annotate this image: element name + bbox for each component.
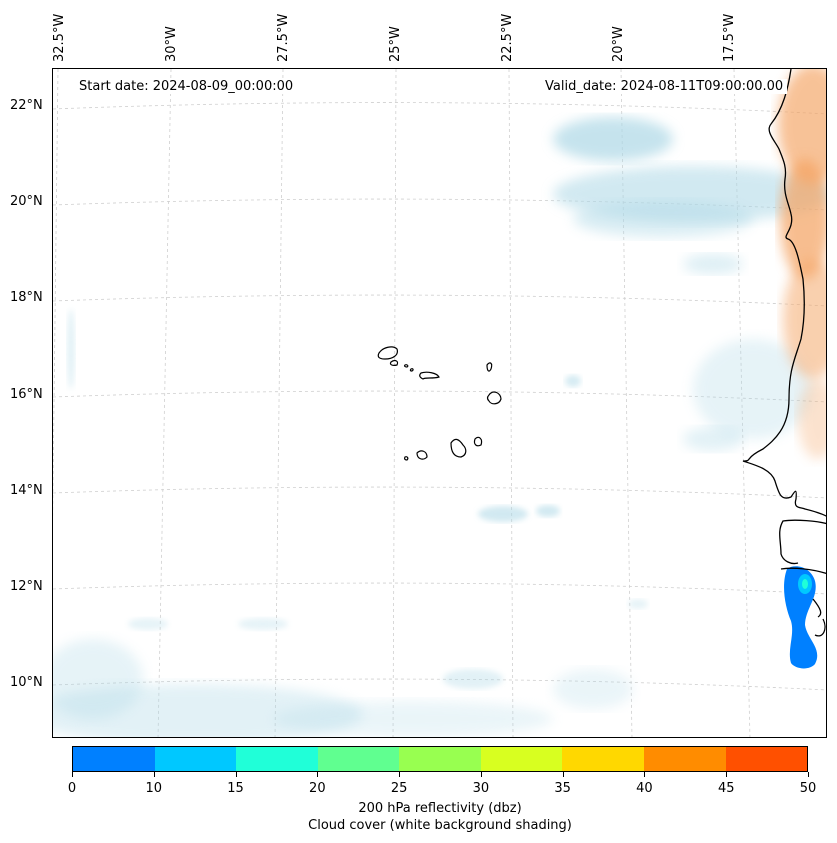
colorbar-tick-label: 10 (145, 781, 163, 796)
start-date-annotation: Start date: 2024-08-09_00:00:00 (75, 79, 298, 94)
cloud-cover-shading (53, 117, 826, 737)
colorbar-segment-6 (562, 747, 644, 771)
colorbar-segment-0 (73, 747, 155, 771)
lat-label-12n: 12°N (10, 579, 43, 594)
dust-shading (778, 69, 826, 459)
lon-label-32-5w: 32.5°W (52, 13, 67, 62)
colorbar-tick-label: 50 (799, 781, 817, 796)
lat-label-20n: 20°N (10, 194, 43, 209)
lat-label-10n: 10°N (10, 675, 43, 690)
colorbar-segment-8 (725, 747, 808, 771)
colorbar-segment-1 (154, 747, 237, 771)
colorbar-tick-label: 0 (67, 781, 77, 796)
reflectivity-cell (784, 566, 818, 669)
valid-date-annotation: Valid_date: 2024-08-11T09:00:00.00 (541, 79, 788, 94)
colorbar-tick-label: 20 (309, 781, 326, 796)
colorbar-tickmark (235, 772, 237, 777)
colorbar-tick-label: 15 (227, 781, 244, 796)
lat-label-14n: 14°N (10, 483, 43, 498)
colorbar-tick-label: 45 (717, 781, 735, 796)
colorbar-tick-label: 25 (390, 781, 408, 796)
colorbar-tickmark (644, 772, 646, 777)
colorbar-tick-label: 35 (554, 781, 571, 796)
colorbar-tickmark (153, 772, 155, 777)
cape-verde-islands (377, 346, 502, 461)
colorbar-tickmark (562, 772, 564, 777)
colorbar-tickmark (317, 772, 319, 777)
map-canvas (53, 69, 826, 737)
colorbar-segment-2 (236, 747, 318, 771)
lon-label-25w: 25°W (388, 26, 403, 62)
colorbar-tickmark (726, 772, 728, 777)
colorbar-sublabel: Cloud cover (white background shading) (308, 818, 572, 833)
lat-label-22n: 22°N (10, 98, 43, 113)
map-panel: Start date: 2024-08-09_00:00:00 Valid_da… (52, 68, 827, 738)
colorbar (72, 746, 808, 772)
lon-label-22-5w: 22.5°W (500, 13, 515, 62)
colorbar-tick-label: 30 (472, 781, 490, 796)
lat-label-16n: 16°N (10, 387, 43, 402)
colorbar-tickmark (399, 772, 401, 777)
colorbar-segment-5 (480, 747, 563, 771)
colorbar-tick-label: 40 (636, 781, 653, 796)
colorbar-segment-7 (643, 747, 726, 771)
colorbar-tickmark (480, 772, 482, 777)
lat-label-18n: 18°N (10, 290, 43, 305)
colorbar-segment-4 (399, 747, 481, 771)
lon-label-30w: 30°W (164, 26, 179, 62)
coastline (742, 69, 826, 637)
lon-label-27-5w: 27.5°W (276, 13, 291, 62)
colorbar-segment-3 (317, 747, 400, 771)
lon-label-17-5w: 17.5°W (722, 13, 737, 62)
colorbar-tickmark (72, 772, 73, 777)
lon-label-20w: 20°W (611, 26, 626, 62)
colorbar-tickmark (808, 772, 809, 777)
colorbar-label: 200 hPa reflectivity (dbz) (358, 801, 522, 816)
